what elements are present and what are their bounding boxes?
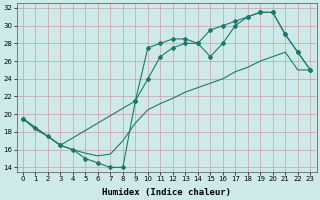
X-axis label: Humidex (Indice chaleur): Humidex (Indice chaleur) (102, 188, 231, 197)
